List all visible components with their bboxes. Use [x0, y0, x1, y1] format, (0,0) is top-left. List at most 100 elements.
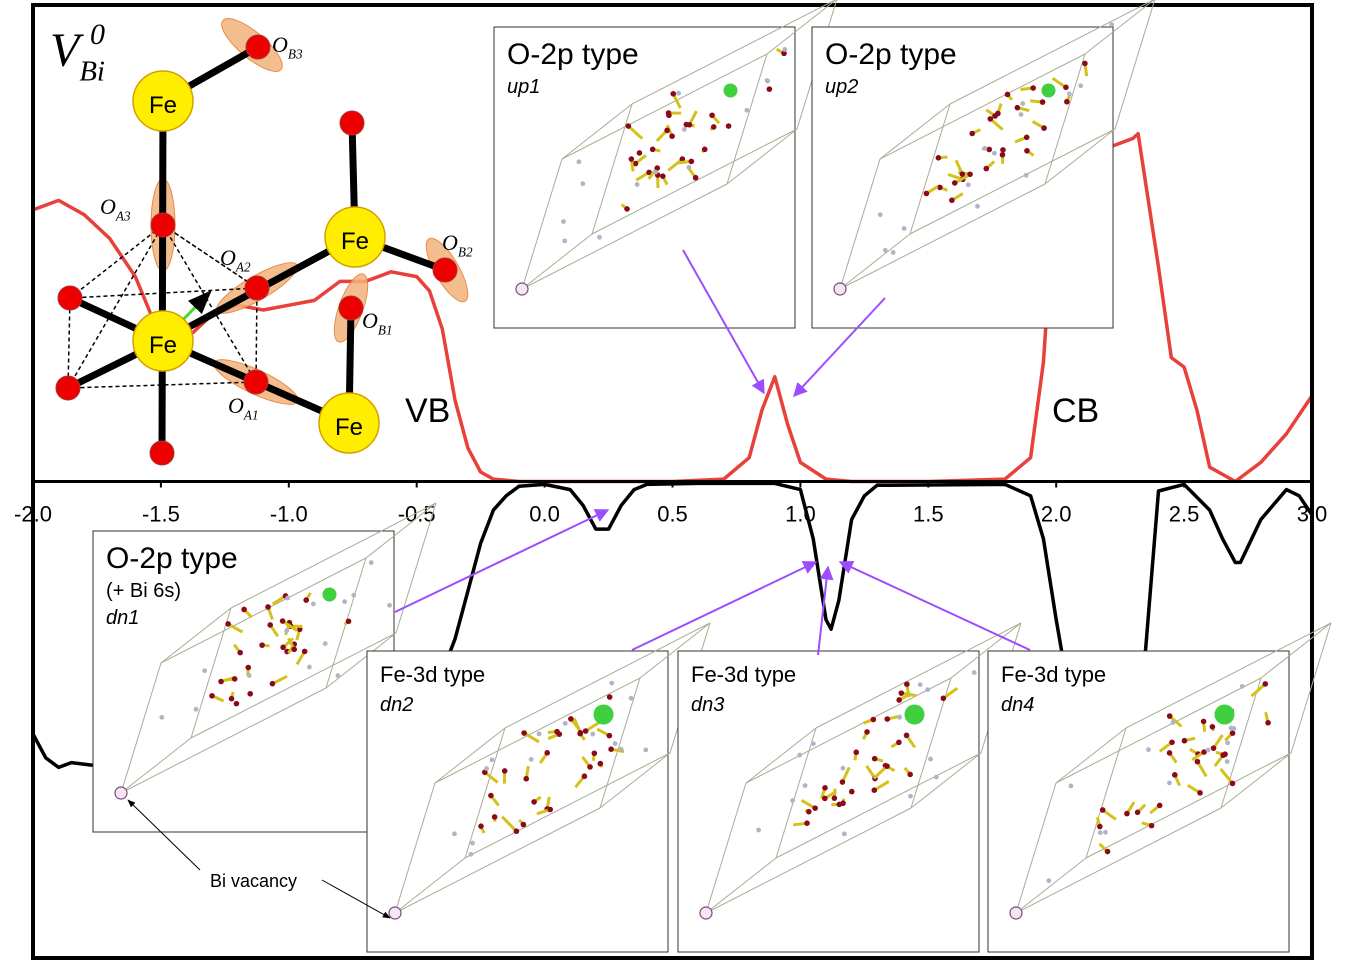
atom — [1209, 724, 1216, 730]
atom — [664, 127, 670, 134]
atom — [871, 755, 878, 762]
cell-edge — [1055, 677, 1262, 784]
atom — [225, 621, 231, 627]
x-tick-label: 3.0 — [1297, 502, 1328, 527]
atom — [280, 644, 286, 651]
atom — [812, 805, 818, 811]
atom — [853, 749, 860, 756]
insets: O-2p type up1 O-2p type up2 O-2p type (+ Bi 6… — [92, 0, 1332, 953]
atom — [625, 123, 632, 129]
cell-edge — [464, 752, 671, 859]
atom — [870, 716, 877, 723]
atom — [890, 250, 896, 255]
atom — [562, 238, 568, 244]
atom — [840, 765, 846, 771]
atom — [782, 47, 788, 52]
cell-edge — [394, 782, 436, 914]
cell-edge — [1085, 727, 1127, 859]
atom — [766, 86, 773, 92]
cell-edge — [599, 677, 641, 809]
cell-edge — [1015, 857, 1087, 914]
atom — [928, 756, 933, 762]
atom — [940, 695, 947, 702]
cell-edge — [599, 752, 671, 809]
crystal-atoms — [114, 560, 392, 800]
cell-edge — [434, 677, 641, 784]
atom — [965, 182, 971, 188]
cell-edge — [190, 607, 232, 739]
atom — [649, 146, 656, 153]
atom — [967, 171, 973, 178]
crystal-atoms — [1009, 681, 1271, 920]
atom — [470, 840, 475, 846]
cell-edge — [726, 53, 768, 185]
atom — [822, 785, 828, 791]
atom — [528, 757, 534, 762]
atom — [590, 731, 596, 737]
atom — [233, 700, 240, 707]
atom — [986, 146, 993, 153]
atom — [218, 678, 224, 685]
atom — [624, 206, 630, 212]
bond — [523, 731, 540, 744]
atom — [1166, 750, 1173, 756]
inset-label: dn1 — [106, 607, 139, 629]
atom — [898, 690, 905, 696]
atom — [1148, 822, 1155, 829]
oxygen-label: OB1 — [362, 308, 393, 338]
oxygen-label: OB2 — [442, 230, 473, 260]
atom — [951, 180, 958, 186]
atom — [1169, 739, 1175, 746]
cell-edge — [591, 128, 798, 235]
vacancy-label: Bi vacancy — [210, 871, 297, 891]
atom — [618, 746, 624, 752]
x-tick-label: -1.0 — [270, 502, 308, 527]
atom — [488, 792, 494, 799]
atom — [764, 78, 770, 83]
label-sub: A1 — [243, 408, 259, 423]
atom — [231, 676, 238, 682]
atom — [806, 808, 812, 815]
atom — [1229, 730, 1236, 736]
atom — [1103, 829, 1108, 835]
cell-edge — [230, 502, 437, 609]
atom — [521, 730, 527, 736]
isosurface — [322, 587, 337, 602]
atom — [577, 730, 583, 737]
cell-edge — [879, 53, 1086, 160]
atom — [822, 795, 828, 802]
cell-edge — [160, 607, 232, 664]
atom — [864, 729, 870, 735]
atom — [1014, 104, 1021, 111]
atom — [335, 673, 341, 679]
cell-edge — [1044, 53, 1086, 185]
atom — [797, 752, 803, 758]
atom — [1124, 810, 1130, 817]
crystal-cell — [394, 622, 711, 914]
atom — [209, 693, 215, 699]
atom — [669, 133, 675, 140]
atom — [581, 773, 588, 780]
label-sub: B3 — [288, 47, 303, 62]
atom — [628, 695, 634, 701]
atom — [247, 690, 254, 697]
x-axis: -2.0 -1.5 -1.0 -0.5 0.0 0.5 1.0 1.5 2.0 2.5 3.0 — [14, 480, 1328, 527]
label-sub: B2 — [458, 245, 473, 260]
atom — [692, 174, 699, 181]
cell-edge — [1220, 677, 1262, 809]
crystal-atoms — [833, 22, 1115, 296]
atom — [1004, 91, 1011, 98]
atom — [1194, 758, 1201, 765]
cell-edge — [1044, 128, 1116, 185]
atom — [265, 604, 271, 610]
vacancy — [1009, 906, 1023, 920]
cell-edge — [1260, 622, 1332, 679]
crystal-atoms — [699, 670, 977, 920]
atom — [587, 764, 593, 770]
atom — [531, 799, 537, 805]
atom — [1239, 683, 1245, 689]
atom — [896, 697, 902, 703]
atom-label: Fe — [149, 332, 177, 359]
label-sub: Bi — [79, 55, 105, 87]
